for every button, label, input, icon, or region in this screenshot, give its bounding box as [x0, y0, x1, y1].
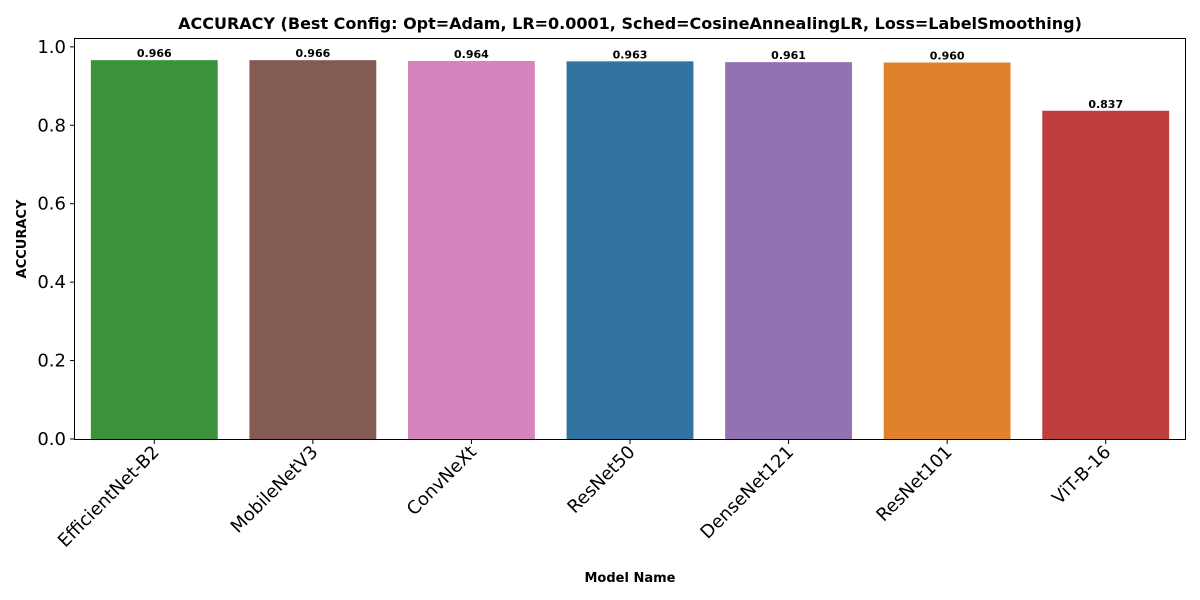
bar-resnet50 — [566, 61, 694, 440]
x-tick-label: ResNet50 — [563, 442, 639, 518]
bar-value-label: 0.964 — [454, 48, 489, 61]
x-tick-label: MobileNetV3 — [227, 442, 323, 538]
bar-value-label: 0.837 — [1088, 98, 1123, 111]
chart-title: ACCURACY (Best Config: Opt=Adam, LR=0.00… — [178, 14, 1082, 33]
y-tick-label: 0.4 — [37, 272, 66, 293]
bar-value-label: 0.966 — [295, 47, 330, 60]
x-tick-label: DenseNet121 — [696, 442, 798, 544]
x-axis: EfficientNet-B2 MobileNetV3 ConvNeXt ResNet… — [54, 439, 1115, 552]
x-tick-label: ResNet101 — [872, 442, 956, 526]
x-tick-label: EfficientNet-B2 — [54, 442, 164, 552]
bar-value-label: 0.961 — [771, 49, 806, 62]
x-axis-title: Model Name — [585, 571, 676, 586]
y-tick-label: 0.2 — [37, 351, 66, 372]
bars-group — [90, 60, 1170, 440]
bar-resnet101 — [883, 62, 1011, 439]
x-tick-label: ConvNeXt — [403, 442, 481, 520]
y-tick-label: 0.0 — [37, 429, 66, 450]
y-tick-label: 0.8 — [37, 115, 66, 136]
y-axis-title: ACCURACY — [15, 199, 30, 278]
bar-mobilenetv3 — [249, 60, 377, 439]
y-tick-label: 1.0 — [37, 37, 66, 58]
y-tick-label: 0.6 — [37, 194, 66, 215]
bar-vit-b-16 — [1042, 110, 1170, 439]
bar-value-labels: 0.966 0.966 0.964 0.963 0.961 0.960 0.837 — [137, 47, 1123, 111]
bar-value-label: 0.963 — [613, 48, 648, 61]
x-tick-label: ViT-B-16 — [1048, 442, 1115, 509]
y-axis: 0.0 0.2 0.4 0.6 0.8 1.0 — [37, 37, 75, 450]
bar-efficientnet-b2 — [90, 60, 218, 439]
bar-densenet121 — [725, 62, 852, 439]
bar-value-label: 0.960 — [930, 50, 965, 63]
bar-value-label: 0.966 — [137, 47, 172, 60]
bar-convnext — [408, 60, 535, 439]
